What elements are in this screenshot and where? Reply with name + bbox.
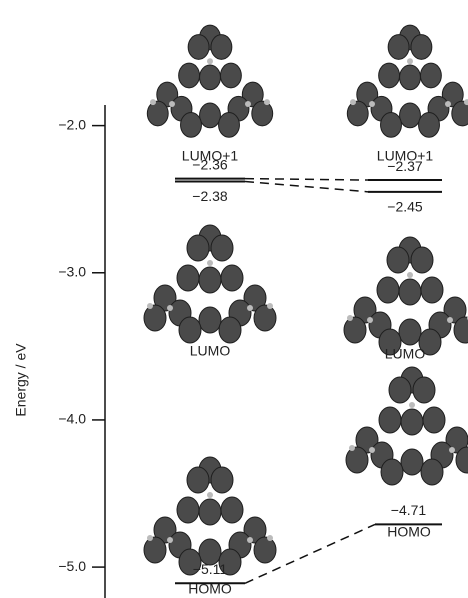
orbital-lobe	[401, 449, 423, 475]
orbital-lobe	[177, 265, 199, 291]
orbital-lobe	[199, 307, 221, 333]
atom	[264, 99, 270, 105]
orbital-label: LUMO+1	[377, 148, 434, 164]
orbital-lobe	[211, 467, 233, 493]
orbital-lobe	[144, 305, 166, 331]
atom	[167, 537, 173, 543]
value-label: −2.45	[387, 199, 423, 215]
atom	[347, 315, 353, 321]
atom	[247, 537, 253, 543]
atom	[245, 101, 251, 107]
atom	[167, 305, 173, 311]
orbital-lobe	[221, 497, 243, 523]
orbital-lobe	[221, 265, 243, 291]
y-axis-label: Energy / eV	[13, 343, 29, 417]
orbital-lobe	[389, 377, 411, 403]
orbital-lobe	[413, 377, 435, 403]
orbital-lobe	[144, 537, 166, 563]
orbital-lobe	[211, 235, 233, 261]
orbital-lobe	[254, 305, 276, 331]
atom	[349, 445, 355, 451]
orbital-lobe	[187, 235, 209, 261]
atom	[409, 402, 415, 408]
orbital-label: LUMO+1	[182, 148, 239, 164]
y-tick-label: −4.0	[58, 411, 86, 427]
y-tick-label: −3.0	[58, 263, 86, 279]
atom	[147, 535, 153, 541]
atom	[267, 303, 273, 309]
orbital-lobe	[452, 101, 468, 126]
orbital-lobe	[421, 277, 443, 303]
orbital-lobe	[344, 317, 366, 343]
atom	[447, 317, 453, 323]
orbital-lobe	[411, 35, 432, 60]
orbital-label: LUMO	[190, 343, 231, 359]
orbital-lobe	[179, 317, 201, 343]
atom	[247, 305, 253, 311]
atom	[350, 99, 356, 105]
orbital-lobe	[179, 63, 200, 88]
orbital-label: HOMO	[387, 524, 431, 540]
orbital-lobe	[419, 113, 440, 138]
orbital-lobe	[423, 407, 445, 433]
orbital-lobe	[377, 277, 399, 303]
orbital-lobe	[252, 101, 273, 126]
orbital-lobe	[381, 459, 403, 485]
atom	[407, 272, 413, 278]
orbital-lobe	[379, 407, 401, 433]
atom	[445, 101, 451, 107]
orbital-label: LUMO	[385, 346, 426, 362]
orbital-lobe	[381, 113, 402, 138]
orbital-lobe	[187, 467, 209, 493]
orbital-lobe	[411, 247, 433, 273]
orbital-lobe	[400, 103, 421, 128]
orbital-lobe	[219, 113, 240, 138]
value-label: −2.38	[192, 188, 228, 204]
atom	[407, 58, 413, 64]
orbital-lobe	[387, 247, 409, 273]
atom	[367, 317, 373, 323]
orbital-lobe	[388, 35, 409, 60]
atom	[207, 58, 213, 64]
atom	[369, 101, 375, 107]
y-tick-label: −5.0	[58, 558, 86, 574]
value-label: −5.11	[193, 561, 228, 577]
connector	[245, 179, 368, 180]
orbital-lobe	[200, 65, 221, 90]
orbital-lobe	[421, 459, 443, 485]
orbital-lobe	[399, 279, 421, 305]
atom	[369, 447, 375, 453]
orbital-lobe	[399, 319, 421, 345]
orbital-lobe	[188, 35, 209, 60]
orbital-label: HOMO	[188, 581, 232, 597]
orbital-lobe	[200, 103, 221, 128]
orbital-lobe	[220, 63, 241, 88]
atom	[207, 492, 213, 498]
orbital-lobe	[181, 113, 202, 138]
connector	[245, 182, 368, 192]
orbital-lobe	[199, 267, 221, 293]
value-label: −4.71	[391, 502, 427, 518]
atom	[449, 447, 455, 453]
orbital-lobe	[219, 317, 241, 343]
y-tick-label: −2.0	[58, 116, 86, 132]
orbital-lobe	[379, 63, 400, 88]
atom	[267, 535, 273, 541]
orbital-lobe	[401, 409, 423, 435]
atom	[147, 303, 153, 309]
orbital-lobe	[346, 447, 368, 473]
atom	[150, 99, 156, 105]
orbital-lobe	[199, 499, 221, 525]
orbital-lobe	[211, 35, 232, 60]
atom	[207, 260, 213, 266]
orbital-lobe	[420, 63, 441, 88]
orbital-lobe	[400, 65, 421, 90]
orbital-lobe	[177, 497, 199, 523]
chart: Energy / eV −2.0−3.0−4.0−5.0−2.36−2.38−5…	[0, 0, 468, 598]
orbital-lobe	[254, 537, 276, 563]
orbital-lobe	[147, 101, 168, 126]
atom	[169, 101, 175, 107]
orbital-lobe	[347, 101, 368, 126]
